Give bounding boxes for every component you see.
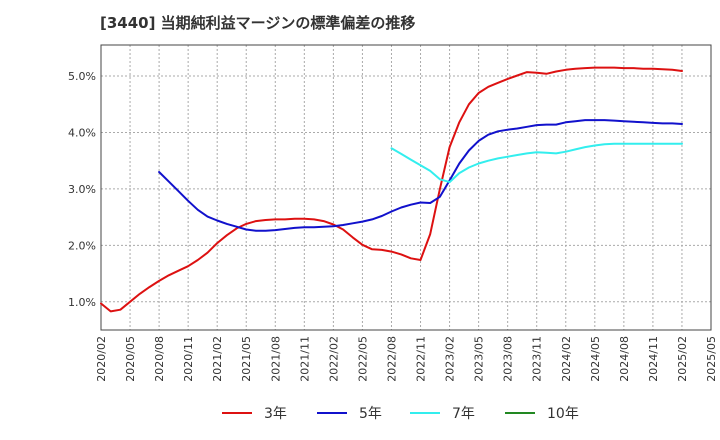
x-tick-label: 2025/05 bbox=[705, 336, 718, 382]
x-tick-label: 2024/05 bbox=[589, 336, 602, 382]
legend-label-0: 3年 bbox=[264, 406, 287, 422]
x-tick-label: 2022/05 bbox=[356, 336, 369, 382]
x-tick-label: 2024/08 bbox=[618, 336, 631, 382]
y-axis-ticks: 1.0% 2.0% 3.0% 4.0% 5.0% bbox=[68, 70, 96, 309]
x-tick-label: 2023/02 bbox=[444, 336, 457, 382]
legend-label-3: 10年 bbox=[547, 406, 579, 422]
x-tick-label: 2020/02 bbox=[95, 336, 108, 382]
y-tick-label: 4.0% bbox=[68, 126, 96, 139]
series-line-1 bbox=[158, 119, 683, 232]
plot-frame bbox=[100, 44, 712, 331]
y-tick-label: 3.0% bbox=[68, 183, 96, 196]
x-tick-label: 2022/11 bbox=[415, 336, 428, 382]
x-tick-label: 2020/05 bbox=[124, 336, 137, 382]
x-tick-label: 2024/11 bbox=[647, 336, 660, 382]
x-tick-label: 2020/08 bbox=[153, 336, 166, 382]
x-tick-label: 2020/11 bbox=[182, 336, 195, 382]
x-tick-label: 2021/11 bbox=[298, 336, 311, 382]
legend: 3年 5年 7年 10年 bbox=[222, 406, 579, 422]
x-tick-label: 2023/05 bbox=[473, 336, 486, 382]
y-tick-label: 5.0% bbox=[68, 70, 96, 83]
chart-title: [3440] 当期純利益マージンの標準偏差の推移 bbox=[100, 14, 416, 32]
x-axis-ticks: 2020/02 2020/05 2020/08 2020/11 2021/02 2021/… bbox=[95, 336, 718, 382]
x-tick-label: 2025/02 bbox=[676, 336, 689, 382]
series-line-2 bbox=[390, 142, 683, 184]
y-tick-label: 2.0% bbox=[68, 239, 96, 252]
series-layer bbox=[100, 66, 683, 313]
x-tick-label: 2023/11 bbox=[531, 336, 544, 382]
series-line-0 bbox=[100, 66, 683, 313]
x-tick-label: 2021/02 bbox=[211, 336, 224, 382]
legend-label-2: 7年 bbox=[452, 406, 475, 422]
x-tick-label: 2022/02 bbox=[327, 336, 340, 382]
y-tick-label: 1.0% bbox=[68, 296, 96, 309]
legend-label-1: 5年 bbox=[359, 406, 382, 422]
x-tick-label: 2022/08 bbox=[385, 336, 398, 382]
grid-layer bbox=[100, 45, 712, 330]
x-tick-label: 2023/08 bbox=[502, 336, 515, 382]
x-tick-label: 2021/05 bbox=[240, 336, 253, 382]
x-tick-label: 2024/02 bbox=[560, 336, 573, 382]
x-tick-label: 2021/08 bbox=[269, 336, 282, 382]
